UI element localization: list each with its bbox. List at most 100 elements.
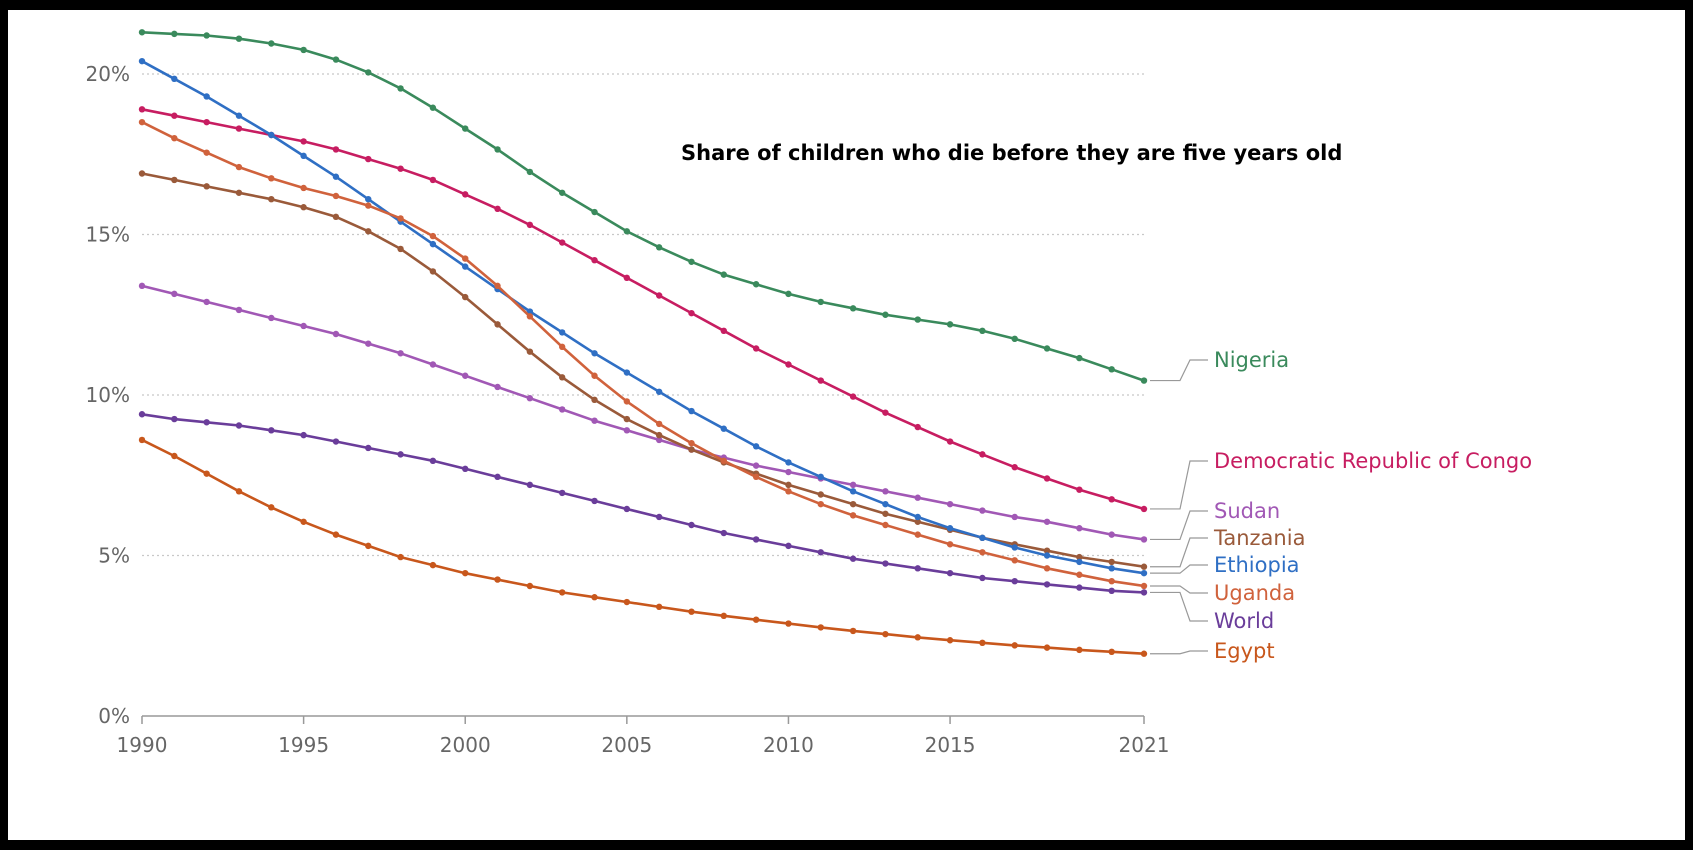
data-point <box>752 281 760 288</box>
series-label: Egypt <box>1214 639 1275 663</box>
data-point <box>268 40 275 47</box>
series-label: Ethiopia <box>1214 553 1300 577</box>
data-point <box>1108 558 1115 566</box>
data-point <box>462 372 469 379</box>
data-point <box>558 489 566 497</box>
data-point <box>946 321 954 328</box>
data-point <box>785 488 792 495</box>
data-point <box>623 398 631 405</box>
data-point <box>752 616 760 623</box>
data-point <box>462 191 469 198</box>
data-point <box>494 205 501 213</box>
data-point <box>235 488 243 495</box>
data-point <box>849 512 857 519</box>
data-point <box>591 350 598 357</box>
data-point <box>558 589 566 596</box>
data-point <box>882 630 889 638</box>
data-point <box>1043 552 1051 559</box>
x-tick-label: 1990 <box>117 733 168 757</box>
data-point <box>688 309 695 317</box>
data-point <box>526 348 534 355</box>
series-sudan <box>138 282 1148 543</box>
data-point <box>1108 577 1115 585</box>
data-point <box>203 298 210 306</box>
data-point <box>655 603 663 611</box>
data-point <box>1076 646 1083 654</box>
data-point <box>365 340 372 347</box>
data-point <box>235 306 243 314</box>
series-world <box>138 411 1148 596</box>
data-point <box>203 149 210 156</box>
data-point <box>1011 464 1018 471</box>
data-point <box>494 282 501 290</box>
data-point <box>591 594 598 601</box>
series-line <box>141 284 1145 541</box>
data-point <box>817 500 824 508</box>
data-point <box>429 268 437 275</box>
data-point <box>235 189 243 196</box>
data-point <box>268 131 275 139</box>
data-point <box>882 409 889 416</box>
data-point <box>979 639 986 647</box>
data-point <box>752 462 760 469</box>
data-point <box>429 176 437 184</box>
data-point <box>623 228 631 235</box>
data-point <box>849 500 857 508</box>
data-point <box>171 75 178 83</box>
data-point <box>1011 335 1018 343</box>
data-point <box>138 170 146 177</box>
data-point <box>1076 354 1083 362</box>
data-point <box>332 531 340 538</box>
data-point <box>979 507 986 514</box>
data-point <box>914 531 921 538</box>
chart-panel: 0% 5% 10% 15% 20% 1990 1995 2000 2005 2010 2015 20… <box>8 10 1685 840</box>
data-point <box>1140 650 1148 657</box>
label-leader-line <box>1150 460 1208 510</box>
x-tick-label: 2010 <box>763 733 814 757</box>
data-point <box>429 240 437 248</box>
data-point <box>494 473 501 481</box>
data-point <box>655 431 663 439</box>
data-point <box>1140 505 1148 513</box>
y-tick-label: 5% <box>98 544 130 568</box>
line-chart: 0% 5% 10% 15% 20% 1990 1995 2000 2005 2010 2015 20… <box>86 29 1532 757</box>
data-point <box>526 582 534 590</box>
data-point <box>946 500 954 508</box>
data-point <box>946 569 954 577</box>
data-point <box>1076 558 1083 566</box>
data-point <box>817 473 824 481</box>
x-tick-label: 2021 <box>1119 733 1170 757</box>
data-point <box>752 473 760 481</box>
y-tick-label: 0% <box>98 704 130 728</box>
data-point <box>171 176 178 184</box>
label-leader-line <box>1150 564 1208 574</box>
series-line <box>141 120 1145 588</box>
data-point <box>1108 366 1115 373</box>
data-point <box>1011 513 1018 521</box>
data-point <box>138 29 146 36</box>
data-point <box>526 395 534 402</box>
data-point <box>171 135 178 142</box>
data-point <box>655 388 663 395</box>
data-point <box>1043 518 1051 525</box>
y-tick-label: 15% <box>86 223 130 247</box>
series-line <box>141 31 1145 382</box>
data-point <box>171 290 178 298</box>
data-point <box>138 282 146 290</box>
data-point <box>817 298 824 306</box>
data-point <box>817 491 824 498</box>
data-point <box>785 468 792 476</box>
data-point <box>1140 377 1148 384</box>
data-point <box>591 497 598 505</box>
x-axis: 1990 1995 2000 2005 2010 2015 2021 <box>117 715 1170 757</box>
data-point <box>591 417 598 424</box>
data-point <box>1108 531 1115 538</box>
data-point <box>300 518 307 525</box>
series-label: Democratic Republic of Congo <box>1214 449 1532 473</box>
data-point <box>785 620 792 627</box>
data-point <box>171 452 178 460</box>
label-leader-line <box>1150 585 1208 594</box>
data-point <box>720 457 728 465</box>
data-point <box>1076 584 1083 591</box>
data-point <box>849 555 857 562</box>
